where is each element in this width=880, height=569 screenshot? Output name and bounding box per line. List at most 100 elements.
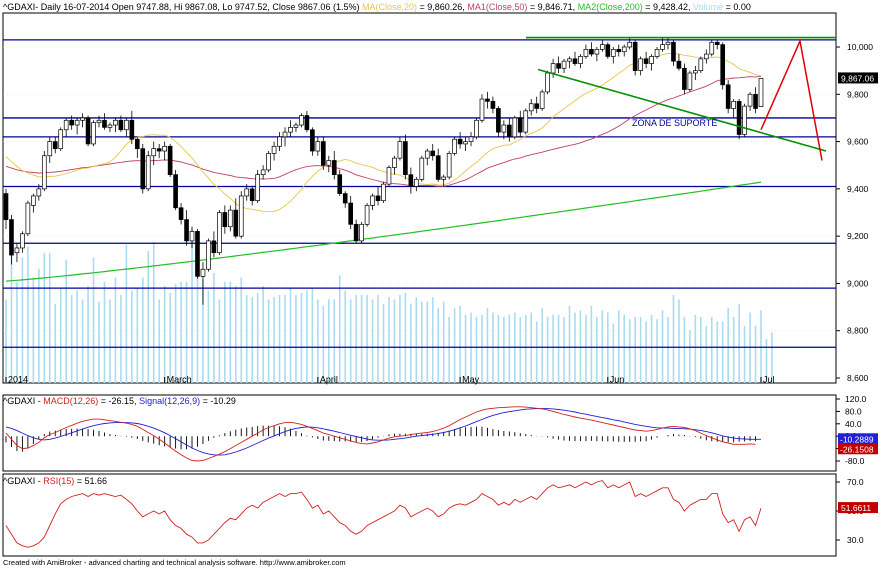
volume-bar (240, 277, 243, 383)
candle-down (643, 58, 649, 64)
volume-bar (300, 292, 303, 383)
candle-up (610, 49, 616, 57)
volume-bar (678, 299, 680, 383)
price-y-tick-label: 9,000 (847, 278, 869, 288)
volume-bar (426, 301, 429, 383)
volume-bar (98, 301, 100, 383)
volume-bar (442, 301, 445, 383)
candle-up (441, 176, 447, 180)
macd-last-label: -26.1508 (840, 444, 874, 454)
volume-bar (81, 299, 84, 383)
volume-bar (180, 281, 182, 383)
price-y-tick-label: 10,000 (847, 42, 873, 52)
price-y-tick-label: 8,600 (847, 373, 869, 383)
price-info: - Daily 16-07-2014 Open 9747.88, Hi 9867… (35, 2, 360, 12)
candle-up (25, 202, 31, 235)
volume-bar (70, 295, 73, 383)
candle-up (452, 138, 457, 154)
candle-up (424, 150, 430, 159)
rsi-panel-frame (2, 473, 837, 557)
volume-bar (5, 299, 7, 383)
price-panel-frame (2, 12, 837, 384)
volume-bar (218, 299, 221, 383)
candle-up (550, 63, 556, 74)
candle-up (523, 110, 529, 133)
volume-bar (202, 279, 204, 383)
x-tick-label: Jun (610, 375, 625, 385)
volume-bar (388, 297, 390, 383)
candle-up (74, 119, 80, 126)
volume-bar (710, 317, 713, 383)
volume-bar (191, 229, 193, 383)
candle-up (693, 70, 698, 74)
volume-bar (48, 253, 51, 383)
candle-down (348, 202, 353, 225)
candle-down (195, 231, 200, 277)
candle-up (151, 148, 157, 157)
volume-bar (344, 290, 347, 383)
volume-bar (10, 251, 13, 383)
volume-bar (754, 325, 757, 383)
volume-bar (639, 317, 642, 383)
candle-down (173, 174, 178, 209)
candle-up (742, 105, 747, 135)
candle-down (222, 212, 228, 228)
candle-up (583, 49, 589, 57)
volume-bar (623, 314, 626, 383)
candle-down (233, 209, 239, 237)
volume-bar (163, 286, 166, 383)
price-y-tick-label: 9,800 (847, 89, 869, 99)
volume-bar (245, 295, 248, 383)
volume-bar (420, 301, 423, 383)
candle-down (490, 101, 496, 109)
macd-panel: 120.080.040.00.0-40.0-80.0-10.2889-26.15… (2, 394, 878, 472)
rsi-y-tick-label: 30.0 (847, 535, 864, 545)
volume-bar (721, 321, 724, 383)
volume-bar (377, 295, 379, 383)
macd-last-box (838, 443, 878, 455)
macd-y-tick-label: -80.0 (845, 456, 865, 466)
candle-down (408, 174, 414, 187)
rsi-last-label: 51.6611 (841, 503, 871, 513)
volume-bar (16, 281, 18, 383)
candle-down (753, 93, 758, 109)
volume-bar (431, 297, 434, 383)
volume-bar (262, 286, 264, 383)
candle-up (747, 93, 753, 107)
candle-up (468, 136, 474, 142)
volume-bar (251, 297, 253, 383)
candle-up (80, 117, 85, 121)
rsi-last-box (838, 502, 878, 514)
candle-down (249, 188, 255, 202)
volume-bar (21, 257, 24, 383)
candle-up (386, 167, 392, 185)
candle-down (616, 49, 622, 53)
volume-bar (169, 292, 171, 383)
candle-down (140, 148, 146, 190)
candle-up (282, 131, 288, 138)
candle-up (528, 103, 534, 112)
candle-up (31, 195, 36, 206)
macd-header: ^GDAXI - MACD(12,26) = -26.15, Signal(12… (3, 396, 236, 407)
candle-down (134, 138, 140, 150)
volume-bar (355, 295, 357, 383)
candle-up (293, 124, 299, 128)
candle-down (69, 119, 74, 126)
candle-down (517, 117, 523, 133)
candle-up (238, 195, 244, 237)
candle-up (567, 58, 572, 62)
candle-up (359, 223, 364, 242)
candle-up (545, 72, 550, 93)
candle-up (687, 72, 693, 90)
volume-bar (481, 314, 483, 383)
candle-down (632, 41, 638, 71)
volume-bar (689, 330, 691, 383)
candle-up (91, 122, 96, 145)
candle-down (310, 129, 315, 152)
rsi-header: ^GDAXI - RSI(15) = 51.66 (3, 476, 107, 487)
candle-up (731, 101, 736, 109)
volume-bar (322, 306, 325, 383)
volume-bar (76, 290, 78, 383)
candle-down (403, 141, 408, 176)
volume-bar (519, 317, 522, 383)
